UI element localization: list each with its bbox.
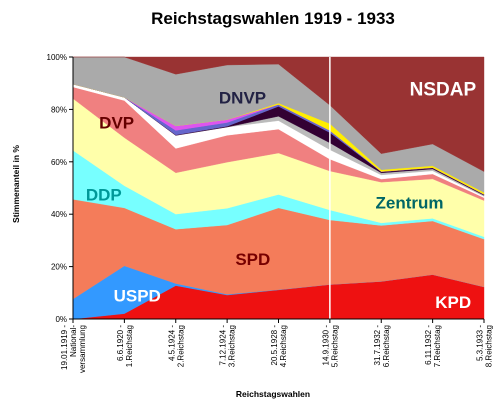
- svg-text:4.5.1924 -2.Reichstag: 4.5.1924 -2.Reichstag: [167, 325, 185, 368]
- y-tick-label: 20%: [51, 263, 67, 272]
- x-axis-title: Reichstagswahlen: [236, 389, 310, 399]
- label-spd: SPD: [235, 250, 270, 269]
- party-labels: NSDAP DNVP DVP DDP Zentrum SPD USPD KPD: [86, 79, 477, 312]
- svg-text:6.11.1932 -7.Reichstag: 6.11.1932 -7.Reichstag: [424, 325, 442, 368]
- svg-text:7.12.1924 -3.Reichstag: 7.12.1924 -3.Reichstag: [219, 325, 237, 368]
- x-tick-label: 6.6.1920 -1.Reichstag: [116, 325, 134, 368]
- svg-text:6.6.1920 -1.Reichstag: 6.6.1920 -1.Reichstag: [116, 325, 134, 368]
- svg-text:19.01.1919 -National-versammlu: 19.01.1919 -National-versammlung: [60, 325, 87, 373]
- x-tick-label: 20.5.1928 -4.Reichstag: [270, 325, 288, 368]
- y-tick-label: 100%: [47, 53, 67, 62]
- svg-text:20.5.1928 -4.Reichstag: 20.5.1928 -4.Reichstag: [270, 325, 288, 368]
- x-tick-label: 6.11.1932 -7.Reichstag: [424, 325, 442, 368]
- stacked-area-bands: [72, 56, 485, 320]
- svg-text:31.7.1932 -6.Reichstag: 31.7.1932 -6.Reichstag: [373, 325, 391, 368]
- label-dvp: DVP: [99, 114, 134, 133]
- x-tick-label: 5.3.1933 -8.Reichstag: [476, 325, 494, 368]
- label-kpd: KPD: [435, 293, 471, 312]
- label-uspd: USPD: [114, 287, 161, 306]
- x-tick-label: 31.7.1932 -6.Reichstag: [373, 325, 391, 368]
- x-axis: 19.01.1919 -National-versammlung 6.6.1920…: [60, 318, 494, 373]
- chart-title: Reichstagswahlen 1919 - 1933: [151, 9, 395, 28]
- y-tick-label: 60%: [51, 158, 67, 167]
- y-tick-label: 40%: [51, 210, 67, 219]
- area-nsdap: [73, 56, 485, 172]
- y-axis-title: Stimmenanteil in %: [11, 145, 21, 223]
- label-nsdap: NSDAP: [410, 79, 477, 100]
- svg-text:14.9.1930 -5.Reichstag: 14.9.1930 -5.Reichstag: [321, 325, 339, 368]
- y-axis: 0% 20% 40% 60% 80% 100%: [47, 53, 74, 324]
- x-tick-label: 4.5.1924 -2.Reichstag: [167, 325, 185, 368]
- y-tick-label: 0%: [55, 315, 67, 324]
- y-tick-label: 80%: [51, 105, 67, 114]
- label-dnvp: DNVP: [219, 89, 266, 108]
- label-ddp: DDP: [86, 186, 122, 205]
- label-zentrum: Zentrum: [376, 194, 444, 213]
- x-tick-label: 19.01.1919 -National-versammlung: [60, 325, 87, 373]
- svg-text:5.3.1933 -8.Reichstag: 5.3.1933 -8.Reichstag: [476, 325, 494, 368]
- x-tick-label: 7.12.1924 -3.Reichstag: [219, 325, 237, 368]
- x-tick-label: 14.9.1930 -5.Reichstag: [321, 325, 339, 368]
